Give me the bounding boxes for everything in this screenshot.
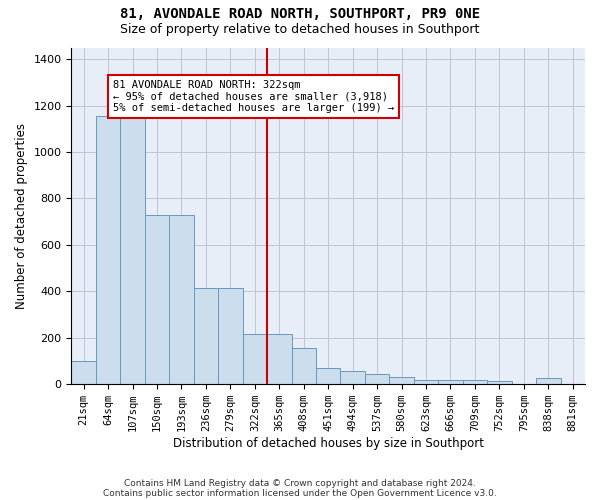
- Text: 81 AVONDALE ROAD NORTH: 322sqm
← 95% of detached houses are smaller (3,918)
5% o: 81 AVONDALE ROAD NORTH: 322sqm ← 95% of …: [113, 80, 394, 113]
- Bar: [96, 116, 121, 384]
- Bar: [365, 374, 389, 384]
- X-axis label: Distribution of detached houses by size in Southport: Distribution of detached houses by size …: [173, 437, 484, 450]
- Bar: [438, 380, 463, 384]
- Bar: [389, 378, 414, 384]
- Bar: [242, 334, 267, 384]
- Bar: [218, 288, 242, 384]
- Y-axis label: Number of detached properties: Number of detached properties: [15, 123, 28, 309]
- Bar: [194, 288, 218, 384]
- Text: Size of property relative to detached houses in Southport: Size of property relative to detached ho…: [121, 22, 479, 36]
- Bar: [316, 368, 340, 384]
- Bar: [340, 371, 365, 384]
- Bar: [463, 380, 487, 384]
- Bar: [145, 214, 169, 384]
- Bar: [169, 214, 194, 384]
- Bar: [71, 361, 96, 384]
- Bar: [121, 116, 145, 384]
- Bar: [487, 381, 512, 384]
- Bar: [536, 378, 560, 384]
- Text: 81, AVONDALE ROAD NORTH, SOUTHPORT, PR9 0NE: 81, AVONDALE ROAD NORTH, SOUTHPORT, PR9 …: [120, 8, 480, 22]
- Text: Contains HM Land Registry data © Crown copyright and database right 2024.: Contains HM Land Registry data © Crown c…: [124, 478, 476, 488]
- Text: Contains public sector information licensed under the Open Government Licence v3: Contains public sector information licen…: [103, 488, 497, 498]
- Bar: [267, 334, 292, 384]
- Bar: [414, 380, 438, 384]
- Bar: [292, 348, 316, 384]
